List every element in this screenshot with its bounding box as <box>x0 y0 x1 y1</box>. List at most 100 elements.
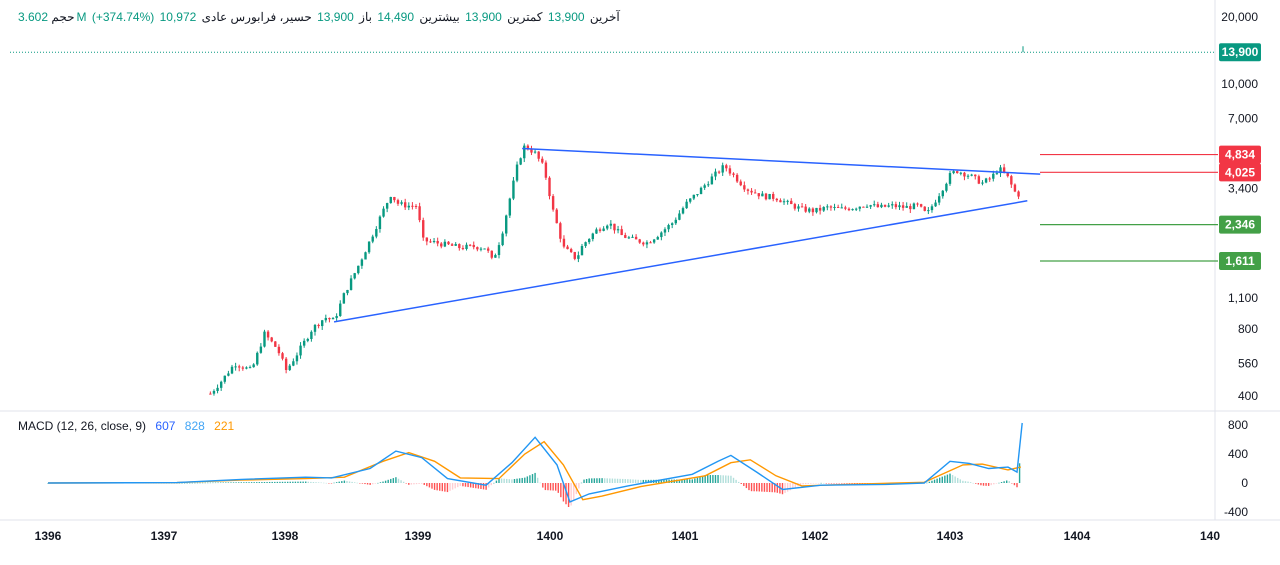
candle-body <box>873 204 876 206</box>
macd-histogram-bar <box>598 478 601 483</box>
macd-histogram-bar <box>315 482 317 483</box>
macd-histogram-bar <box>335 482 338 483</box>
candle-body <box>634 236 638 240</box>
candle-body <box>230 366 234 374</box>
macd-histogram-bar <box>640 479 642 483</box>
candle-body <box>1013 184 1017 192</box>
macd-histogram-bar <box>941 476 943 483</box>
candle-body <box>537 151 540 159</box>
macd-histogram-bar <box>957 477 959 483</box>
candle-body <box>992 173 995 179</box>
candle-body <box>764 193 768 200</box>
candle-body <box>923 206 926 211</box>
candle-body <box>317 324 320 327</box>
time-tick-label: 1404 <box>1064 529 1091 543</box>
candle-body <box>385 203 389 209</box>
candle-body <box>714 171 717 177</box>
candle-body <box>945 183 948 191</box>
macd-histogram-bar <box>186 482 188 484</box>
candle-body <box>984 178 988 183</box>
macd-histogram-bar <box>761 483 763 492</box>
candle-body <box>328 317 331 320</box>
macd-histogram-bar <box>542 483 544 488</box>
candle-body <box>588 239 591 243</box>
macd-histogram-bar <box>279 481 281 483</box>
candle-body <box>219 381 223 388</box>
candle-body <box>389 196 392 204</box>
macd-histogram-bar <box>936 478 938 483</box>
change-value: 10,972 <box>159 10 197 24</box>
macd-histogram-bar <box>420 483 423 484</box>
macd-histogram-bar <box>637 479 639 483</box>
macd-histogram-bar <box>320 482 322 484</box>
candle-body <box>216 387 219 391</box>
macd-histogram-bar <box>204 482 206 484</box>
candle-body <box>274 341 277 347</box>
macd-histogram-bar <box>985 483 987 486</box>
candle-body <box>689 198 692 202</box>
high-label: بیشترین <box>419 10 460 24</box>
candle-body <box>357 265 360 274</box>
macd-histogram-bar <box>207 482 209 484</box>
macd-histogram-bar <box>258 482 261 483</box>
macd-histogram-bar <box>859 483 861 484</box>
macd-histogram-bar <box>511 479 513 483</box>
macd-histogram-bar <box>835 483 838 484</box>
macd-histogram-bar <box>446 483 449 493</box>
macd-histogram-bar <box>732 477 735 483</box>
candle-body <box>533 151 537 153</box>
macd-histogram-bar <box>366 483 369 485</box>
macd-histogram-bar <box>998 482 1000 484</box>
macd-histogram-bar <box>745 483 748 489</box>
candle-body <box>212 390 216 394</box>
time-tick-label: 1399 <box>405 529 432 543</box>
candle-body <box>854 208 858 210</box>
candle-body <box>396 200 400 204</box>
candle-body <box>977 176 981 184</box>
candle-body <box>342 293 346 304</box>
candle-body <box>476 247 479 250</box>
macd-histogram-bar <box>444 483 446 492</box>
macd-histogram-bar <box>740 483 742 484</box>
candle-body <box>746 189 750 191</box>
candle-body <box>530 149 533 153</box>
macd-histogram-bar <box>681 479 683 483</box>
ohlc-info: حجم 3.602M (+374.74%) 10,972 آخرین 13,90… <box>18 10 622 24</box>
candle-body <box>728 168 732 174</box>
price-tick-label: 560 <box>1238 356 1258 370</box>
macd-histogram-bar <box>330 483 333 484</box>
macd-histogram-bar <box>214 482 217 484</box>
macd-histogram-bar <box>846 483 848 484</box>
macd-histogram-bar <box>253 482 255 483</box>
macd-histogram-bar <box>689 479 691 483</box>
macd-histogram-bar <box>230 482 232 483</box>
macd-histogram-bar <box>830 483 833 484</box>
macd-histogram-bar <box>851 483 853 484</box>
macd-histogram-bar <box>487 483 490 488</box>
candle-body <box>681 208 685 214</box>
macd-histogram-bar <box>709 475 712 483</box>
candle-body <box>862 206 865 208</box>
time-tick-label: 1398 <box>272 529 299 543</box>
macd-histogram-bar <box>47 483 49 484</box>
macd-histogram-bar <box>459 483 462 486</box>
candle-body <box>974 174 977 177</box>
candle-body <box>403 202 407 208</box>
macd-histogram-bar <box>263 482 266 483</box>
macd-histogram-bar <box>926 482 928 484</box>
macd-histogram-bar <box>415 483 418 485</box>
macd-histogram-bar <box>642 479 645 483</box>
candle-body <box>505 215 508 234</box>
macd-histogram-bar <box>975 483 977 484</box>
candle-body <box>909 206 912 210</box>
macd-histogram-bar <box>712 475 714 483</box>
macd-histogram-bar <box>583 479 585 483</box>
macd-histogram-bar <box>663 479 665 483</box>
candle-body <box>1006 172 1009 177</box>
macd-histogram-bar <box>995 483 998 484</box>
macd-histogram-bar <box>1018 463 1021 483</box>
candle-body <box>876 204 880 208</box>
candle-body <box>497 245 501 256</box>
